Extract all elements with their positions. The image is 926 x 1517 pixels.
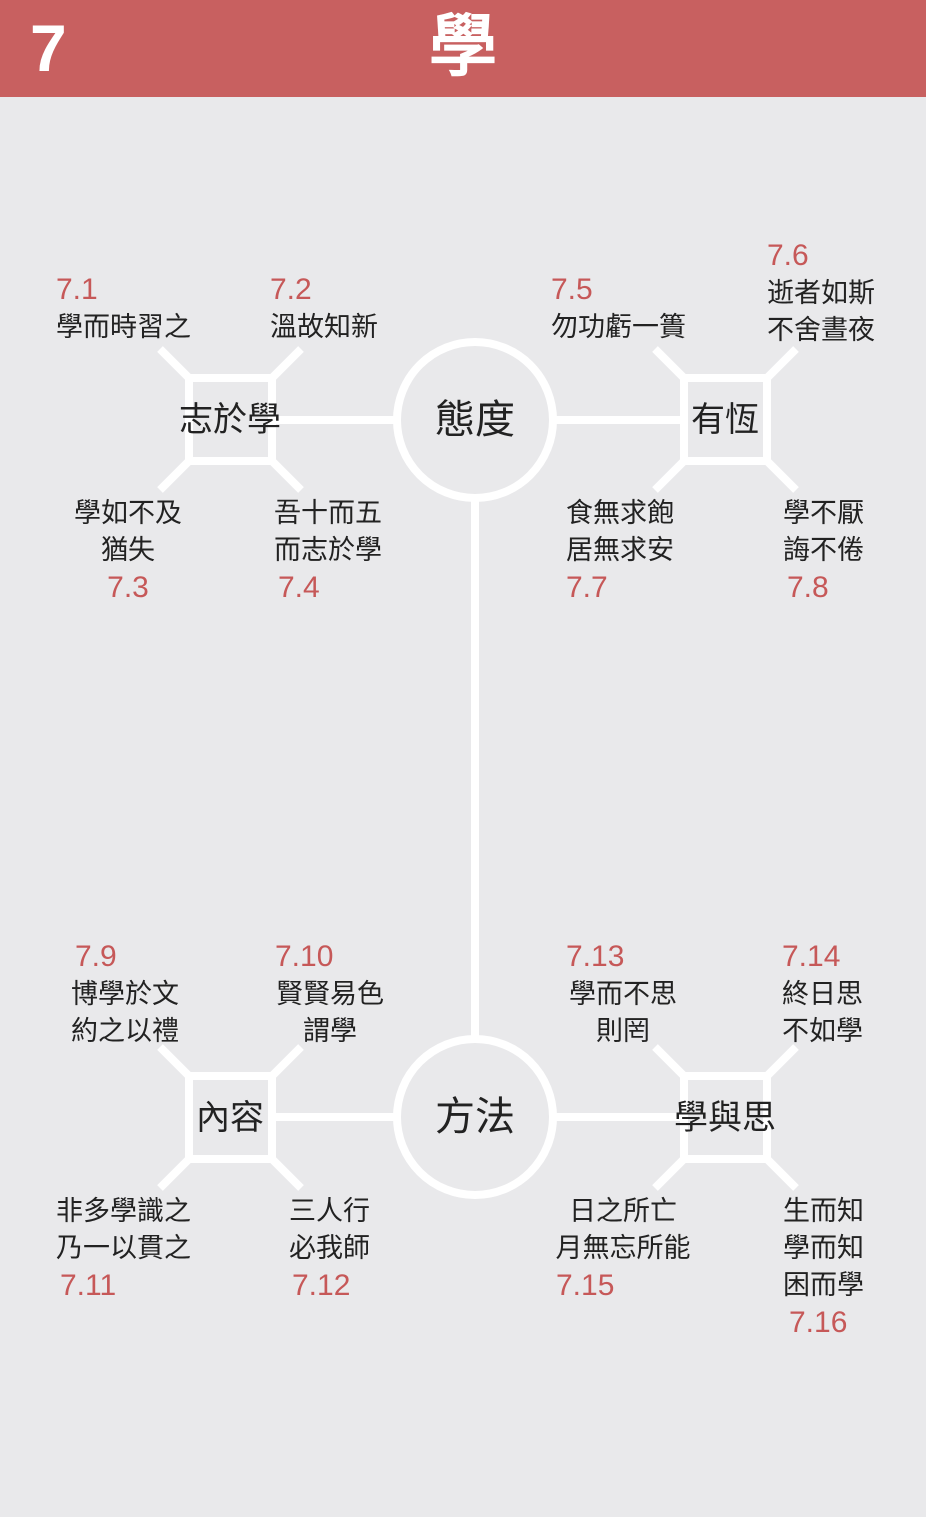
leaf-text: 月無忘所能 [555,1233,691,1264]
leaf-7-15: 日之所亡 月無忘所能 7.15 [538,1193,708,1305]
leaf-7-16: 生而知 學而知 困而學 7.16 [783,1193,926,1342]
leaf-7-1: 7.1 學而時習之 [56,271,226,346]
leaf-text: 則罔 [596,1016,650,1047]
leaf-number: 7.1 [56,273,98,306]
square-label-zhi-yu-xue: 志於學 [179,400,281,440]
leaf-text: 而志於學 [274,535,382,566]
leaf-text: 博學於文 [71,979,179,1010]
leaf-text: 學不厭 [783,498,864,529]
leaf-text: 居無求安 [566,535,674,566]
leaf-text: 溫故知新 [270,312,378,343]
leaf-7-11: 非多學識之 乃一以貫之 7.11 [56,1193,226,1305]
chapter-title: 學 [428,8,497,87]
leaf-7-3: 學如不及 猶失 7.3 [43,495,213,607]
square-label-you-heng: 有恆 [691,400,759,440]
leaf-7-12: 三人行 必我師 7.12 [289,1193,459,1305]
header-bar: 7 學 [0,0,926,97]
square-nei-rong [185,1072,276,1163]
square-label-xue-yu-si: 學與思 [674,1098,776,1138]
leaf-number: 7.2 [270,273,312,306]
leaf-text: 學而不思 [569,979,677,1010]
leaf-text: 食無求飽 [566,498,674,529]
leaf-7-5: 7.5 勿功虧一簣 [551,271,721,346]
leaf-number: 7.8 [787,571,829,604]
leaf-number: 7.7 [566,571,608,604]
leaf-text: 日之所亡 [569,1196,677,1227]
leaf-number: 7.16 [789,1306,848,1339]
leaf-text: 勿功虧一簣 [551,312,686,343]
leaf-text: 逝者如斯 [767,278,875,309]
leaf-text: 約之以禮 [71,1016,179,1047]
leaf-7-8: 學不厭 誨不倦 7.8 [783,495,926,607]
leaf-text: 學而知 [783,1233,864,1264]
leaf-text: 不如學 [782,1016,863,1047]
square-zhi-yu-xue [185,374,276,465]
leaf-number: 7.4 [278,571,320,604]
leaf-number: 7.13 [566,940,625,973]
leaf-7-2: 7.2 溫故知新 [270,271,440,346]
leaf-text: 三人行 [289,1196,370,1227]
leaf-7-7: 食無求飽 居無求安 7.7 [566,495,736,607]
square-xue-yu-si [680,1072,771,1163]
leaf-text: 非多學識之 [56,1196,191,1227]
leaf-text: 吾十而五 [274,498,382,529]
leaf-number: 7.9 [75,940,117,973]
leaf-text: 生而知 [783,1196,864,1227]
square-label-nei-rong: 內容 [196,1098,264,1138]
leaf-7-10: 7.10 賢賢易色 謂學 [245,938,415,1050]
leaf-text: 誨不倦 [783,535,864,566]
leaf-number: 7.12 [292,1269,351,1302]
leaf-text: 學而時習之 [56,312,191,343]
leaf-number: 7.14 [782,940,841,973]
leaf-text: 必我師 [289,1233,370,1264]
hub-label-attitude: 態度 [435,397,515,443]
leaf-number: 7.6 [767,239,809,272]
leaf-text: 猶失 [101,535,155,566]
square-you-heng [680,374,771,465]
leaf-text: 終日思 [782,979,863,1010]
leaf-7-4: 吾十而五 而志於學 7.4 [274,495,444,607]
leaf-text: 困而學 [783,1270,864,1301]
chapter-number: 7 [30,11,67,85]
leaf-text: 賢賢易色 [276,979,384,1010]
leaf-number: 7.5 [551,273,593,306]
leaf-text: 不舍晝夜 [767,315,875,346]
leaf-number: 7.10 [275,940,334,973]
leaf-number: 7.15 [556,1269,615,1302]
leaf-number: 7.11 [60,1269,117,1302]
leaf-7-13: 7.13 學而不思 則罔 [538,938,708,1050]
hub-label-method: 方法 [435,1094,515,1140]
leaf-text: 學如不及 [74,498,182,529]
leaf-7-6: 7.6 逝者如斯 不舍晝夜 [767,237,926,349]
leaf-number: 7.3 [107,571,149,604]
leaf-7-9: 7.9 博學於文 約之以禮 [71,938,241,1050]
leaf-text: 乃一以貫之 [56,1233,191,1264]
leaf-text: 謂學 [303,1016,357,1047]
leaf-7-14: 7.14 終日思 不如學 [782,938,926,1050]
